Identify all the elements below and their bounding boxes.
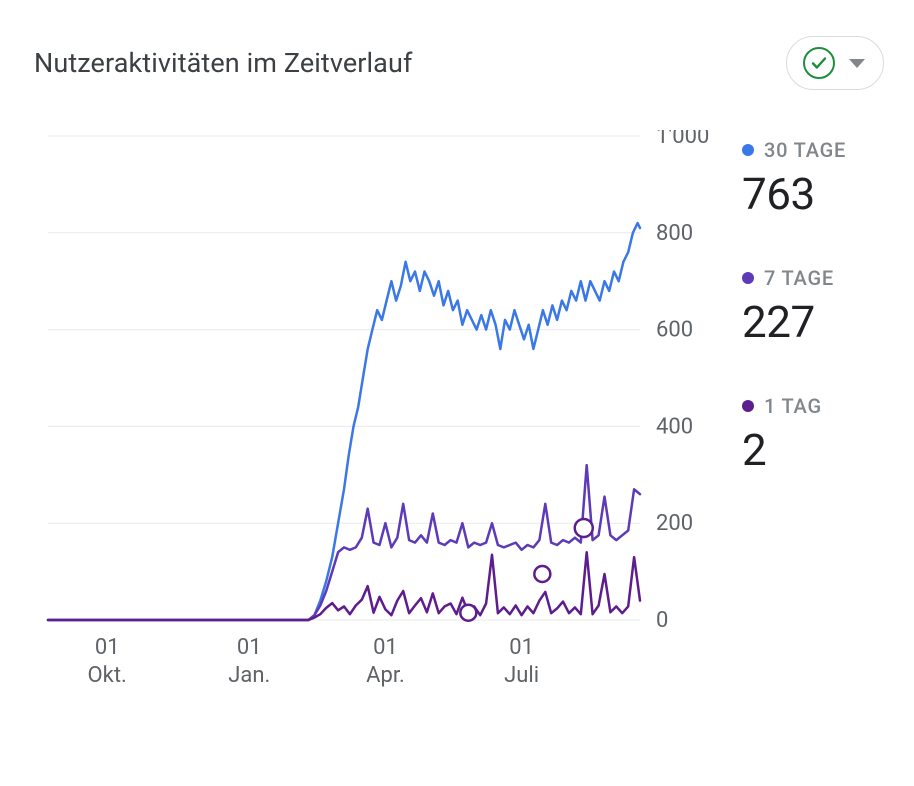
x-axis-tick: Juli xyxy=(504,663,539,688)
y-axis-tick: 600 xyxy=(656,318,693,343)
checkmark-circle-icon xyxy=(803,47,835,79)
legend-item[interactable]: 1 TAG 2 xyxy=(742,394,846,476)
legend-value: 227 xyxy=(742,296,846,348)
chart-marker xyxy=(534,566,550,582)
chart-legend: 30 TAGE 763 7 TAGE 227 1 TAG 2 xyxy=(714,130,846,710)
legend-dot-icon xyxy=(742,400,754,412)
y-axis-tick: 0 xyxy=(656,608,668,633)
legend-label: 1 TAG xyxy=(764,394,822,418)
card-title: Nutzeraktivitäten im Zeitverlauf xyxy=(34,47,412,79)
chart-series-1_day xyxy=(48,552,640,620)
activity-card: Nutzeraktivitäten im Zeitverlauf 0 200 400… xyxy=(0,0,914,786)
legend-label: 7 TAGE xyxy=(764,266,834,290)
legend-dot-icon xyxy=(742,272,754,284)
card-body: 0 200 400 600 800 1'000 01 Okt. 01 Jan. 01 Apr. 01 Ju… xyxy=(34,130,884,710)
line-chart: 0 200 400 600 800 1'000 01 Okt. 01 Jan. 01 Apr. 01 Ju… xyxy=(34,130,714,710)
x-axis-tick: Apr. xyxy=(366,663,405,688)
chevron-down-icon xyxy=(849,59,865,68)
chart-marker xyxy=(575,519,593,537)
x-axis-tick: 01 xyxy=(237,635,262,660)
x-axis-tick: 01 xyxy=(373,635,398,660)
y-axis-tick: 1'000 xyxy=(656,130,709,149)
legend-item[interactable]: 30 TAGE 763 xyxy=(742,138,846,220)
legend-row: 7 TAGE xyxy=(742,266,846,290)
x-axis-tick: 01 xyxy=(509,635,534,660)
status-dropdown[interactable] xyxy=(786,36,884,90)
legend-row: 1 TAG xyxy=(742,394,846,418)
chart-marker xyxy=(460,605,476,621)
chart-series-30_days xyxy=(48,223,640,620)
chart-container: 0 200 400 600 800 1'000 01 Okt. 01 Jan. 01 Apr. 01 Ju… xyxy=(34,130,714,710)
x-axis-tick: 01 xyxy=(95,635,120,660)
legend-item[interactable]: 7 TAGE 227 xyxy=(742,266,846,348)
x-axis-tick: Okt. xyxy=(88,663,127,688)
y-axis-tick: 800 xyxy=(656,221,693,246)
card-header: Nutzeraktivitäten im Zeitverlauf xyxy=(34,36,884,90)
legend-value: 2 xyxy=(742,424,846,476)
legend-row: 30 TAGE xyxy=(742,138,846,162)
legend-label: 30 TAGE xyxy=(764,138,846,162)
y-axis-tick: 200 xyxy=(656,511,693,536)
y-axis-tick: 400 xyxy=(656,414,693,439)
legend-value: 763 xyxy=(742,168,846,220)
legend-dot-icon xyxy=(742,144,754,156)
x-axis-tick: Jan. xyxy=(228,663,270,688)
